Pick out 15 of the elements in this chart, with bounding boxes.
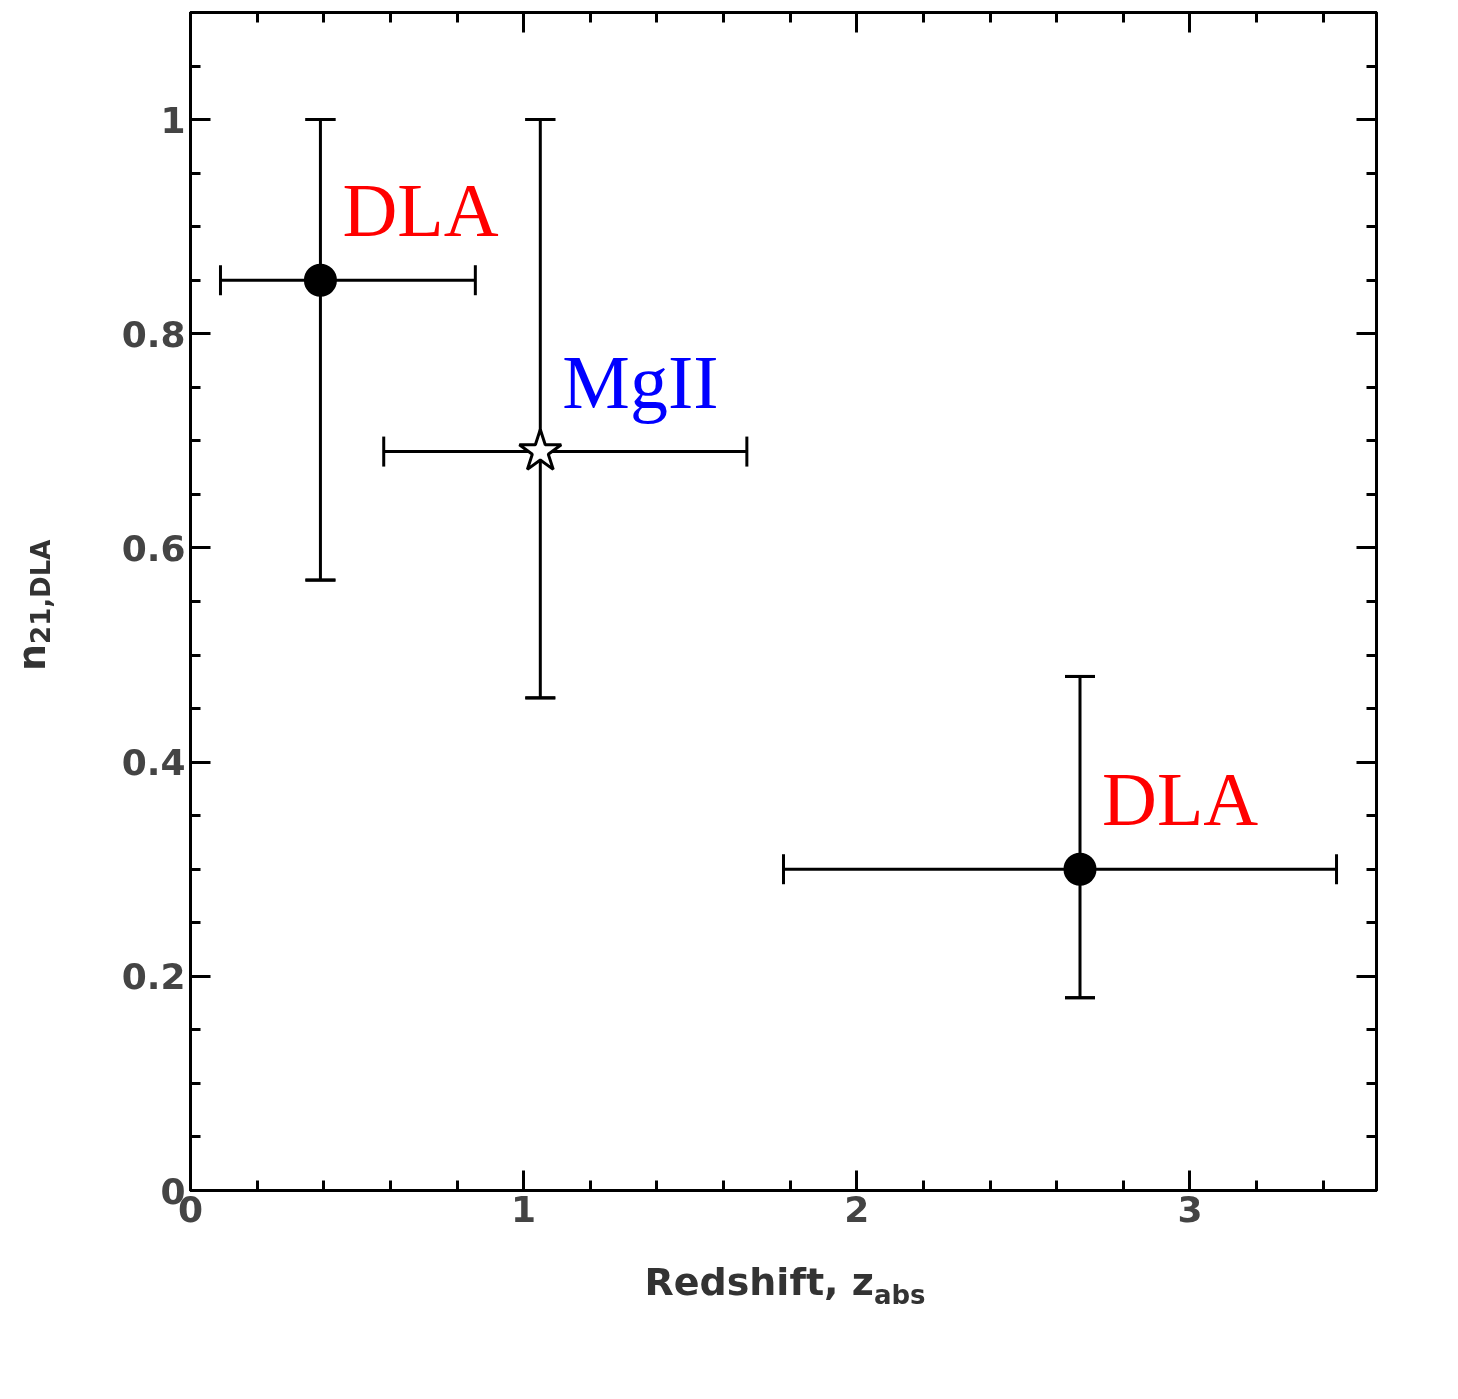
annotation: MgII	[562, 339, 719, 424]
x-tick-label: 3	[1177, 1188, 1203, 1230]
x-tick-label: 1	[511, 1188, 537, 1230]
y-tick-label: 0.6	[121, 527, 186, 569]
point	[517, 428, 563, 471]
annotation: DLA	[342, 168, 499, 253]
y-tick-label: 0.2	[121, 956, 186, 998]
point	[1063, 852, 1097, 886]
y-tick-label: 1	[160, 99, 186, 141]
x-tick-label: 2	[844, 1188, 870, 1230]
x-axis-title: Redshift, z$_{abs}$	[644, 1259, 926, 1312]
annotation: DLA	[1102, 757, 1259, 842]
point	[303, 263, 337, 297]
y-tick-label: 0.8	[121, 313, 186, 355]
y-tick-label: 0.4	[121, 742, 186, 784]
